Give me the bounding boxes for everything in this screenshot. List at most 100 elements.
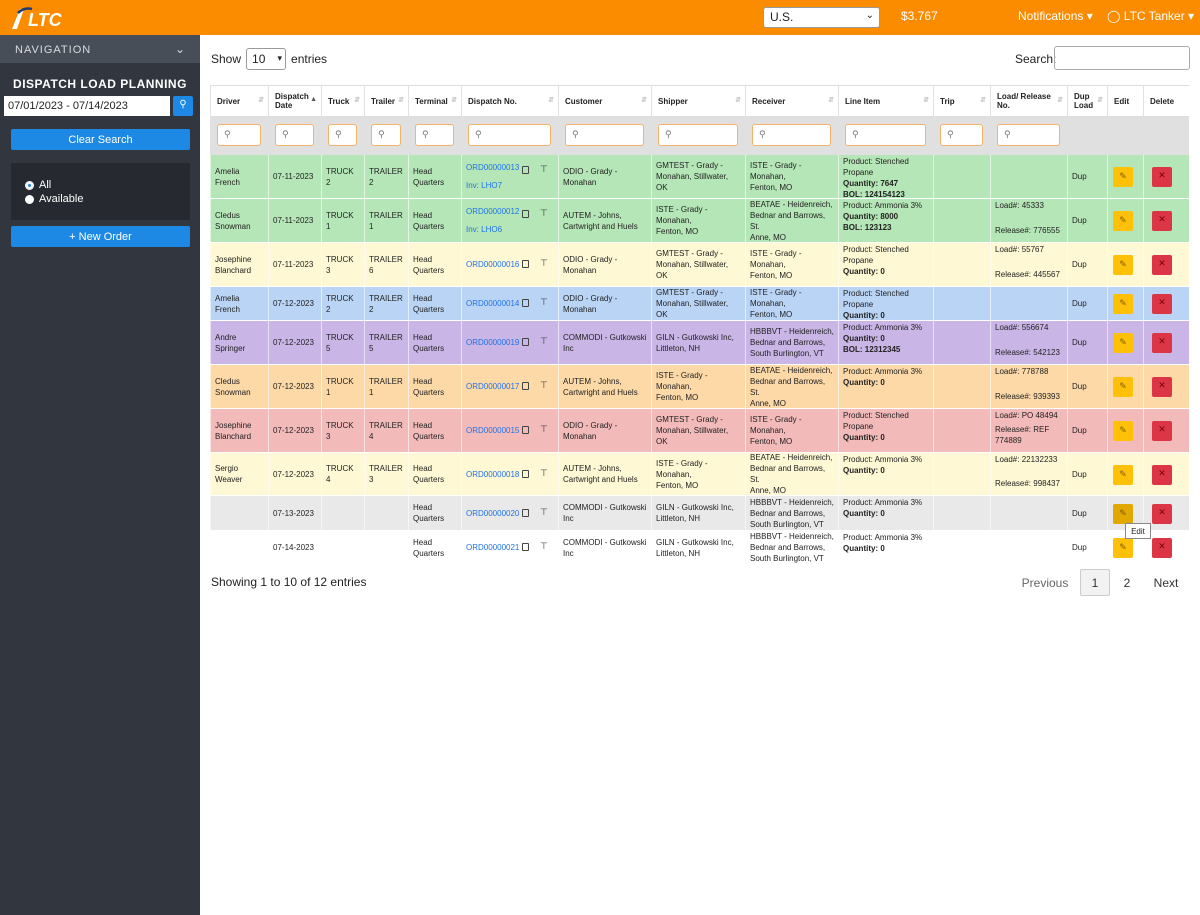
navigation-toggle[interactable]: NAVIGATION ⌄ [0,35,200,63]
dispatch-number-link[interactable]: ORD00000017 [466,382,520,391]
dup-load-link[interactable]: Dup [1072,216,1087,225]
table-row[interactable]: 07-14-2023 Head Quarters ORD00000021 ⊤ COMMO… [210,531,1189,565]
column-header-dispatch-no[interactable]: Dispatch No. ⇵ [461,85,558,117]
edit-button[interactable]: ✎ [1113,255,1133,275]
dup-load-link[interactable]: Dup [1072,543,1087,552]
filter-input-driver[interactable]: ⚲ [217,124,261,146]
previous-page-button[interactable]: Previous [1021,575,1069,590]
region-select[interactable]: U.S. ⌄ [763,7,880,28]
filter-input-truck[interactable]: ⚲ [328,124,357,146]
edit-button[interactable]: ✎ [1113,421,1133,441]
column-header-terminal[interactable]: Terminal ⇵ [408,85,461,117]
dispatch-number-link[interactable]: ORD00000015 [466,426,520,435]
document-icon[interactable] [522,382,529,390]
column-header-shipper[interactable]: Shipper ⇵ [651,85,745,117]
column-header-dup-load[interactable]: Dup Load ⇵ [1067,85,1107,117]
document-icon[interactable] [522,426,529,434]
filter-input-dispatch-no[interactable]: ⚲ [468,124,551,146]
route-icon[interactable]: ⊤ [540,297,548,307]
dup-load-link[interactable]: Dup [1072,469,1087,479]
delete-button[interactable]: ✕ [1152,465,1172,485]
delete-button[interactable]: ✕ [1152,421,1172,441]
route-icon[interactable]: ⊤ [540,541,548,551]
dup-load-link[interactable]: Dup [1072,426,1087,435]
dup-load-link[interactable]: Dup [1072,260,1087,269]
delete-button[interactable]: ✕ [1152,504,1172,524]
route-icon[interactable]: ⊤ [540,336,548,346]
filter-input-receiver[interactable]: ⚲ [752,124,831,146]
filter-input-terminal[interactable]: ⚲ [415,124,454,146]
edit-button[interactable]: ✎ [1113,465,1133,485]
document-icon[interactable] [522,470,529,478]
filter-input-trip[interactable]: ⚲ [940,124,983,146]
column-header-dispatch-date[interactable]: Dispatch Date ▲ [268,85,321,117]
route-icon[interactable]: ⊤ [540,164,548,174]
edit-button[interactable]: ✎ [1113,538,1133,558]
delete-button[interactable]: ✕ [1152,167,1172,187]
radio-available[interactable]: Available [25,192,176,206]
date-range-input[interactable]: 07/01/2023 - 07/14/2023 [4,96,170,116]
edit-button[interactable]: ✎ [1113,294,1133,314]
column-header-truck[interactable]: Truck ⇵ [321,85,364,117]
column-header-line-item[interactable]: Line Item ⇵ [838,85,933,117]
delete-button[interactable]: ✕ [1152,538,1172,558]
ltc-logo[interactable]: LTC [10,5,82,31]
delete-button[interactable]: ✕ [1152,333,1172,353]
dispatch-number-link[interactable]: ORD00000019 [466,338,520,347]
edit-button[interactable]: ✎ [1113,333,1133,353]
column-header-trip[interactable]: Trip ⇵ [933,85,990,117]
edit-button[interactable]: ✎ [1113,377,1133,397]
edit-button[interactable]: ✎ [1113,504,1133,524]
dup-load-link[interactable]: Dup [1072,299,1087,308]
column-header-receiver[interactable]: Receiver ⇵ [745,85,838,117]
document-icon[interactable] [522,543,529,551]
filter-input-trailer[interactable]: ⚲ [371,124,401,146]
invoice-link[interactable]: Inv: LHO6 [466,224,503,234]
column-header-edit[interactable]: Edit [1107,85,1143,117]
route-icon[interactable]: ⊤ [540,380,548,390]
dispatch-number-link[interactable]: ORD00000021 [466,543,520,552]
dup-load-link[interactable]: Dup [1072,382,1087,391]
dispatch-number-link[interactable]: ORD00000016 [466,260,520,269]
filter-input-shipper[interactable]: ⚲ [658,124,738,146]
delete-button[interactable]: ✕ [1152,211,1172,231]
notifications-menu[interactable]: Notifications ▾ [1018,9,1093,23]
table-row[interactable]: Cledus Snowman 07-12-2023 TRUCK 1 TRAILER 1 H… [210,365,1189,409]
table-row[interactable]: Josephine Blanchard 07-12-2023 TRUCK 3 TRAIL… [210,409,1189,453]
dispatch-number-link[interactable]: ORD00000020 [466,508,520,518]
table-row[interactable]: Amelia French 07-12-2023 TRUCK 2 TRAILER 2 H… [210,287,1189,321]
document-icon[interactable] [522,166,529,174]
edit-button[interactable]: ✎ [1113,167,1133,187]
column-header-delete[interactable]: Delete [1143,85,1189,117]
column-header-trailer[interactable]: Trailer ⇵ [364,85,408,117]
page-length-select[interactable]: 10 ▾ [246,48,287,70]
dispatch-number-link[interactable]: ORD00000018 [466,469,520,479]
next-page-button[interactable]: Next [1153,575,1179,590]
table-row[interactable]: Andre Springer 07-12-2023 TRUCK 5 TRAILER 5… [210,321,1189,365]
dup-load-link[interactable]: Dup [1072,508,1087,518]
route-icon[interactable]: ⊤ [540,468,548,478]
delete-button[interactable]: ✕ [1152,377,1172,397]
document-icon[interactable] [522,338,529,346]
dup-load-link[interactable]: Dup [1072,338,1087,347]
column-header-customer[interactable]: Customer ⇵ [558,85,651,117]
dup-load-link[interactable]: Dup [1072,172,1087,181]
dispatch-number-link[interactable]: ORD00000013 [466,163,520,173]
table-row[interactable]: Cledus Snowman 07-11-2023 TRUCK 1 TRAILER 1 H… [210,199,1189,243]
table-search-input[interactable] [1054,46,1190,70]
new-order-button[interactable]: + New Order [11,226,190,247]
document-icon[interactable] [522,299,529,307]
delete-button[interactable]: ✕ [1152,255,1172,275]
route-icon[interactable]: ⊤ [540,424,548,434]
route-icon[interactable]: ⊤ [540,507,548,517]
column-header-load-release[interactable]: Load/ Release No. ⇵ [990,85,1067,117]
table-row[interactable]: Amelia French 07-11-2023 TRUCK 2 TRAILER 2 H… [210,155,1189,199]
filter-input-load-release[interactable]: ⚲ [997,124,1060,146]
route-icon[interactable]: ⊤ [540,258,548,268]
edit-button[interactable]: ✎ [1113,211,1133,231]
table-row[interactable]: Sergio Weaver 07-12-2023 TRUCK 4 TRAILER 3 H… [210,453,1189,496]
document-icon[interactable] [522,260,529,268]
filter-input-line-item[interactable]: ⚲ [845,124,926,146]
invoice-link[interactable]: Inv: LHO7 [466,180,503,190]
document-icon[interactable] [522,509,529,517]
